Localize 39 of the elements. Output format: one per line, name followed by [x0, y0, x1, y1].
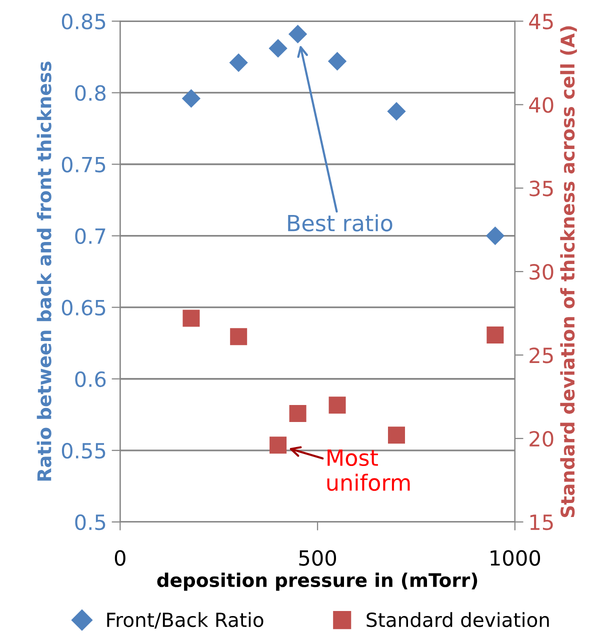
y2-tick-label: 40: [529, 97, 554, 113]
point: [268, 39, 288, 58]
x-tick-label: 0: [114, 550, 126, 566]
point: [328, 52, 347, 71]
y2-tick-label: 25: [530, 347, 553, 364]
x-axis-title: deposition pressure in (mTorr): [157, 572, 478, 591]
y-tick-label: 0.5: [75, 514, 106, 530]
y-tick-label: 0.65: [62, 300, 106, 316]
y-tick-label: 0.7: [75, 228, 106, 244]
y2-tick-label: 30: [530, 264, 554, 280]
point: [486, 326, 504, 344]
y2-tick-label: 45: [529, 14, 553, 30]
annotation: Best ratio: [288, 214, 392, 232]
y-tick-label: 0.6: [75, 371, 106, 388]
x-tick-label: 1000: [490, 550, 540, 566]
y-tick-label: 0.75: [62, 156, 106, 172]
y-tick-label: 0.8: [75, 85, 106, 101]
point: [328, 396, 346, 414]
y-tick-label: 0.85: [62, 14, 106, 30]
point: [270, 436, 287, 454]
point: [230, 328, 248, 346]
x-tick-label: 500: [299, 550, 336, 566]
y-axis-title: Ratio between back and front thickness: [36, 62, 52, 481]
y2-axis-title: Standard deviation of thickness across cell (A): [560, 26, 577, 518]
annotation: Most uniform: [327, 450, 410, 491]
legend-label: Standard deviation: [366, 612, 549, 628]
point: [182, 310, 200, 327]
y2-tick-label: 35: [530, 180, 553, 196]
point: [229, 53, 248, 72]
point: [388, 426, 405, 444]
y2-tick-label: 15: [530, 514, 553, 530]
point: [288, 24, 308, 44]
point: [387, 102, 406, 121]
point: [182, 89, 201, 108]
legend-label: Front/Back Ratio: [107, 612, 264, 629]
point: [289, 404, 306, 422]
y-tick-label: 0.55: [62, 442, 106, 459]
y2-tick-label: 20: [530, 430, 554, 447]
point: [486, 226, 504, 246]
